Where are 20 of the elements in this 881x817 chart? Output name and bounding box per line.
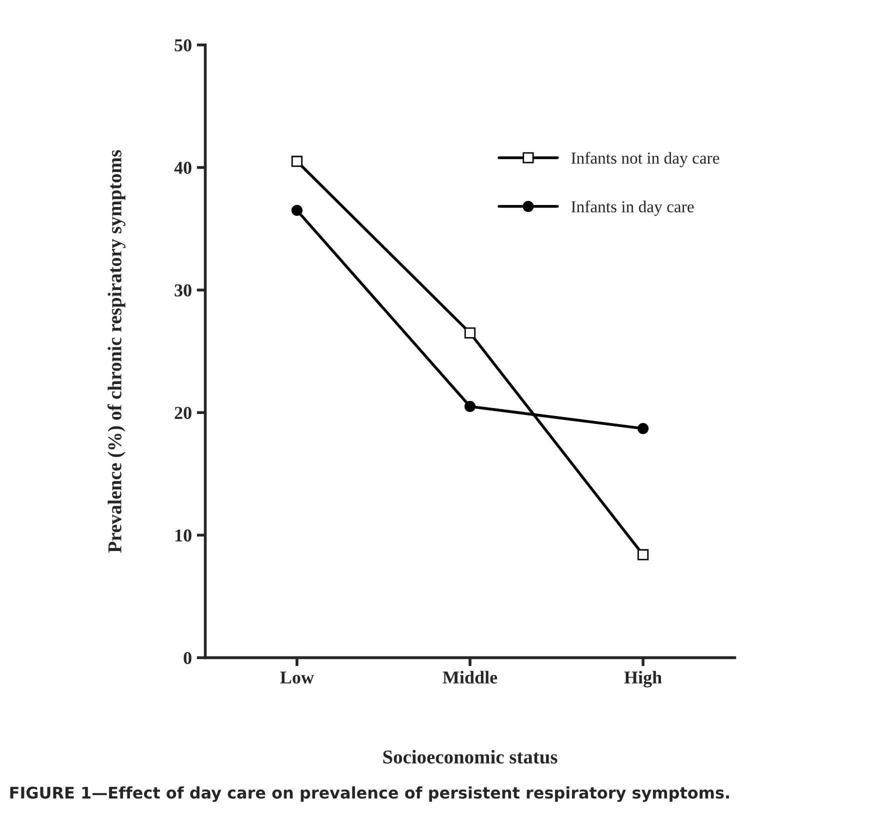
- y-tick-label: 50: [174, 39, 192, 52]
- y-tick-label: 30: [174, 284, 192, 296]
- y-tick-label: 0: [184, 652, 192, 664]
- x-tick-label: High: [624, 670, 662, 688]
- x-tick-label: Middle: [442, 670, 498, 684]
- point: [464, 400, 476, 412]
- point: [464, 327, 476, 338]
- point: [291, 156, 303, 167]
- y-tick-label: 40: [174, 162, 192, 174]
- legend-label: Infants in day care: [571, 200, 694, 216]
- x-tick-label: Low: [280, 672, 314, 684]
- caption: FIGURE 1—Effect of day care on prevalence of persistent respiratory symptoms.: [10, 786, 729, 802]
- y-tick-label: 10: [175, 529, 192, 542]
- y-tick-label: 20: [174, 406, 192, 420]
- point: [637, 549, 649, 560]
- x-axis-title: Socioeconomic status: [383, 750, 558, 764]
- legend-label: Infants not in day care: [571, 152, 720, 168]
- point: [291, 204, 303, 216]
- y-axis-title: Prevalence (%) of chronic respiratory symptoms: [108, 150, 126, 553]
- point: [637, 422, 649, 434]
